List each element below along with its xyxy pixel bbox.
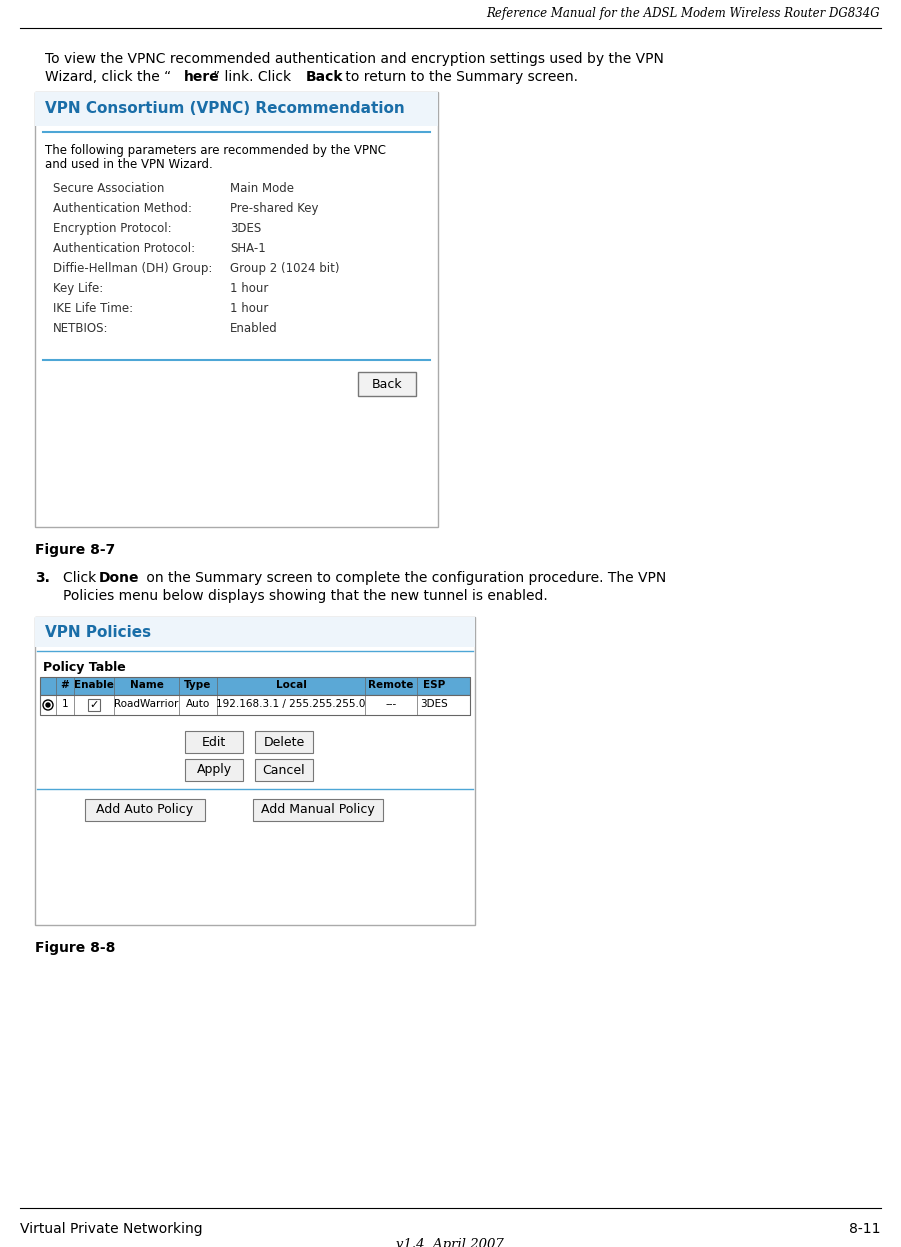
Text: Remote: Remote [369, 680, 414, 690]
Text: Back: Back [372, 378, 403, 390]
Text: Figure 8-7: Figure 8-7 [35, 542, 115, 557]
Bar [35, 92, 438, 527]
Text: Add Auto Policy: Add Auto Policy [96, 803, 194, 817]
Text: RoadWarrior: RoadWarrior [114, 700, 178, 710]
Bar [35, 617, 475, 925]
Text: Auto: Auto [186, 700, 210, 710]
Bar [253, 799, 383, 821]
Text: 192.168.3.1 / 255.255.255.0: 192.168.3.1 / 255.255.255.0 [216, 700, 366, 710]
Text: The following parameters are recommended by the VPNC: The following parameters are recommended… [45, 143, 386, 157]
Text: IKE Life Time:: IKE Life Time: [53, 302, 133, 315]
Text: #: # [60, 680, 69, 690]
Text: and used in the VPN Wizard.: and used in the VPN Wizard. [45, 158, 213, 171]
Text: Add Manual Policy: Add Manual Policy [261, 803, 375, 817]
Text: Virtual Private Networking: Virtual Private Networking [20, 1222, 203, 1236]
Text: here: here [184, 70, 220, 84]
Text: ESP: ESP [423, 680, 446, 690]
Text: Figure 8-8: Figure 8-8 [35, 941, 115, 955]
Text: Secure Association: Secure Association [53, 182, 164, 195]
Text: v1.4, April 2007: v1.4, April 2007 [396, 1238, 504, 1247]
Text: SHA-1: SHA-1 [230, 242, 266, 254]
Text: Diffie-Hellman (DH) Group:: Diffie-Hellman (DH) Group: [53, 262, 213, 276]
FancyBboxPatch shape [358, 372, 416, 397]
Text: Group 2 (1024 bit): Group 2 (1024 bit) [230, 262, 340, 276]
Text: Enable: Enable [74, 680, 114, 690]
Text: To view the VPNC recommended authentication and encryption settings used by the : To view the VPNC recommended authenticat… [45, 52, 664, 66]
Text: Pre-shared Key: Pre-shared Key [230, 202, 318, 214]
Text: Local: Local [276, 680, 306, 690]
Text: Done: Done [99, 571, 140, 585]
Text: Policy Table: Policy Table [43, 661, 126, 673]
Text: Apply: Apply [196, 763, 232, 777]
Text: Click: Click [63, 571, 101, 585]
Bar [185, 759, 243, 781]
Text: 1 hour: 1 hour [230, 282, 268, 296]
Text: Cancel: Cancel [263, 763, 305, 777]
Bar [255, 731, 313, 753]
Bar [88, 700, 100, 711]
Text: 3.: 3. [35, 571, 50, 585]
Text: to return to the Summary screen.: to return to the Summary screen. [341, 70, 578, 84]
Text: Main Mode: Main Mode [230, 182, 294, 195]
Text: VPN Policies: VPN Policies [45, 625, 151, 640]
Bar [35, 617, 475, 647]
Text: Encryption Protocol:: Encryption Protocol: [53, 222, 171, 234]
Text: on the Summary screen to complete the configuration procedure. The VPN: on the Summary screen to complete the co… [142, 571, 666, 585]
Text: 8-11: 8-11 [850, 1222, 881, 1236]
Text: ” link. Click: ” link. Click [213, 70, 296, 84]
Text: Type: Type [185, 680, 212, 690]
Text: 1: 1 [61, 700, 68, 710]
Text: Enabled: Enabled [230, 322, 278, 335]
Text: Authentication Method:: Authentication Method: [53, 202, 192, 214]
Text: Wizard, click the “: Wizard, click the “ [45, 70, 171, 84]
Bar [185, 731, 243, 753]
Text: ---: --- [386, 700, 396, 710]
Bar [255, 759, 313, 781]
Bar [85, 799, 205, 821]
Text: NETBIOS:: NETBIOS: [53, 322, 108, 335]
Text: ✓: ✓ [89, 700, 99, 710]
Text: Name: Name [130, 680, 163, 690]
Text: Back: Back [306, 70, 343, 84]
Bar [40, 677, 470, 695]
Bar [35, 92, 438, 126]
Circle shape [46, 703, 50, 707]
Text: 1 hour: 1 hour [230, 302, 268, 315]
Text: 3DES: 3DES [421, 700, 449, 710]
Text: Reference Manual for the ADSL Modem Wireless Router DG834G: Reference Manual for the ADSL Modem Wire… [487, 7, 880, 20]
Text: 3DES: 3DES [230, 222, 261, 234]
Text: VPN Consortium (VPNC) Recommendation: VPN Consortium (VPNC) Recommendation [45, 101, 405, 116]
Text: Edit: Edit [202, 736, 226, 748]
Text: Policies menu below displays showing that the new tunnel is enabled.: Policies menu below displays showing tha… [63, 589, 548, 604]
Text: Authentication Protocol:: Authentication Protocol: [53, 242, 196, 254]
Bar [40, 695, 470, 715]
Text: Delete: Delete [263, 736, 305, 748]
Text: Key Life:: Key Life: [53, 282, 104, 296]
